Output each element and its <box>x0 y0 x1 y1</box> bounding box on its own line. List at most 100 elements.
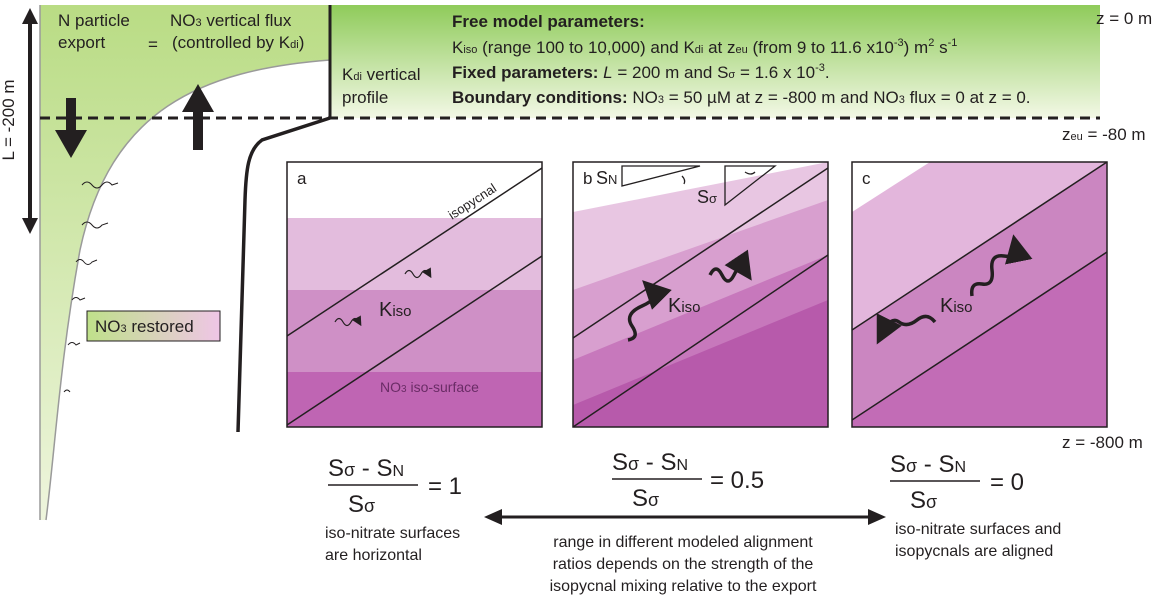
boundary-line: Boundary conditions: NO3 = 50 µM at z = … <box>452 88 1031 107</box>
export-label: export <box>58 33 106 52</box>
fixed-line: Fixed parameters: L = 200 m and Sσ = 1.6… <box>452 62 830 82</box>
text-part: di <box>695 44 704 56</box>
text-part: - S <box>639 449 676 476</box>
text-part: NO <box>95 317 121 336</box>
ratio-numerator: Sσ - SN <box>890 451 966 478</box>
text-part: eu <box>735 44 747 56</box>
ratio-denominator: Sσ <box>632 485 659 512</box>
free-line: Kiso (range 100 to 10,000) and Kdi at ze… <box>452 37 957 57</box>
ratio-result: = 0.5 <box>710 467 764 494</box>
text-part: ) <box>299 33 305 52</box>
text-part: = 200 m and S <box>613 63 729 82</box>
text-part: s <box>934 38 947 57</box>
text-part: K <box>379 299 393 321</box>
text-part: N <box>392 463 404 480</box>
text-part: K <box>452 38 464 57</box>
text-part: iso <box>681 299 700 316</box>
text-part: S <box>890 451 906 478</box>
text-part: L <box>598 63 612 82</box>
caption-a: iso-nitrate surfaces <box>325 525 460 542</box>
export-label: N particle <box>58 11 130 30</box>
text-part: K <box>668 295 682 317</box>
text-part: σ <box>926 492 937 512</box>
text-part: at z <box>703 38 735 57</box>
caption-c: iso-nitrate surfaces and <box>895 521 1061 538</box>
range-note: isopycnal mixing relative to the export <box>550 578 817 595</box>
text-part: iso <box>392 303 411 320</box>
kdi-label: profile <box>342 88 388 107</box>
equals-sign: = <box>148 35 158 54</box>
depth-label: zeu = -80 m <box>1062 125 1146 144</box>
free-title: Free model parameters: <box>452 12 645 31</box>
diagram: L = -200 m N particle export = NO3 verti… <box>0 0 1164 604</box>
ratio-result: = 1 <box>428 473 462 500</box>
text-part: iso <box>463 44 477 56</box>
text-part: iso-surface <box>407 379 480 395</box>
text-part: Fixed parameters: <box>452 63 598 82</box>
text-part: . <box>825 63 830 82</box>
caption-c: isopycnals are aligned <box>895 543 1053 560</box>
text-part: = 50 µM at z = -800 m and NO <box>664 88 899 107</box>
ratio-numerator: Sσ - SN <box>328 455 404 482</box>
range-note: ratios depends on the strength of the <box>553 556 814 573</box>
text-part: flux = 0 at z = 0. <box>905 88 1031 107</box>
text-part: -1 <box>948 37 958 49</box>
ratio-result: = 0 <box>990 469 1024 496</box>
panel-label: c <box>862 169 871 188</box>
ratio-a: Sσ - SN Sσ = 1 <box>328 455 462 518</box>
panel-label: a <box>297 169 307 188</box>
text-part: - S <box>355 455 392 482</box>
kiso-label: Kiso <box>940 295 973 317</box>
range-note: range in different modeled alignment <box>553 534 813 551</box>
depth-label: z = -800 m <box>1062 433 1143 452</box>
text-part: S <box>910 487 926 514</box>
text-part: N <box>608 172 617 187</box>
text-part: ) m <box>904 38 929 57</box>
ratio-denominator: Sσ <box>910 487 937 514</box>
text-part: S <box>596 168 608 188</box>
text-part: (controlled by K <box>172 33 291 52</box>
text-part: S <box>348 491 364 518</box>
text-part: N <box>676 457 688 474</box>
panel-label: b <box>583 169 592 188</box>
text-part: -3 <box>815 62 825 74</box>
text-part: N <box>954 459 966 476</box>
text-part: di <box>353 71 362 83</box>
text-part: vertical flux <box>202 11 292 30</box>
text-part: σ <box>344 460 355 480</box>
text-part: S <box>697 187 709 207</box>
text-part: K <box>940 295 954 317</box>
text-part: S <box>328 455 344 482</box>
text-part: restored <box>127 317 194 336</box>
iso-surface-label: NO3 iso-surface <box>380 379 479 395</box>
depth-label: z = 0 m <box>1096 9 1152 28</box>
text-part: NO <box>380 379 401 395</box>
text-part: (from 9 to 11.6 x10 <box>748 38 894 57</box>
flux-label: NO3 vertical flux <box>170 11 292 30</box>
text-part: σ <box>648 490 659 510</box>
text-part: z <box>1062 125 1071 144</box>
text-part: - S <box>917 451 954 478</box>
text-part: = -80 m <box>1083 125 1146 144</box>
text-part: Boundary conditions: <box>452 88 628 107</box>
text-part: S <box>612 449 628 476</box>
ratio-b: Sσ - SN Sσ = 0.5 <box>612 449 764 512</box>
ratio-numerator: Sσ - SN <box>612 449 688 476</box>
caption-a: are horizontal <box>325 547 422 564</box>
kiso-label: Kiso <box>668 295 701 317</box>
restored-label: NO3 restored <box>95 317 194 336</box>
text-part: -3 <box>894 37 904 49</box>
text-part: NO <box>628 88 658 107</box>
text-part: σ <box>628 454 639 474</box>
text-part: S <box>632 485 648 512</box>
text-part: di <box>290 39 299 51</box>
mixed-length-label: L = -200 m <box>0 79 18 160</box>
text-part: iso <box>953 299 972 316</box>
text-part: K <box>342 65 354 84</box>
ratio-c: Sσ - SN Sσ = 0 <box>890 451 1024 514</box>
text-part: σ <box>906 456 917 476</box>
text-part: σ <box>709 191 717 206</box>
text-part: (range 100 to 10,000) and K <box>477 38 695 57</box>
text-part: NO <box>170 11 196 30</box>
ratio-denominator: Sσ <box>348 491 375 518</box>
